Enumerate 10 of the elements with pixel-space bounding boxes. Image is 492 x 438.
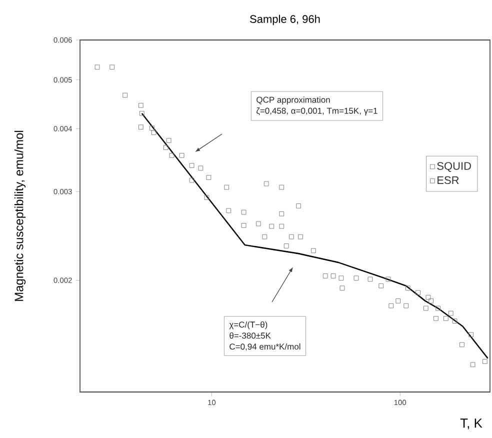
annotation: C=0,94 emu*K/mol <box>230 343 300 351</box>
chart-title: Sample 6, 96h <box>250 14 320 26</box>
annotation: θ=-380±5K <box>230 332 271 339</box>
annotation: ζ=0,458, α=0,001, Tm=15K, γ=1 <box>256 108 378 116</box>
annotation: QCP approximation <box>256 96 330 104</box>
legend-label: SQUID <box>437 162 471 172</box>
annotation: χ=C/(T−θ) <box>229 321 268 330</box>
y-axis-title: Magnetic susceptibility, emu/mol <box>14 130 26 301</box>
legend-label: ESR <box>438 176 459 184</box>
x-axis-title: T, K <box>460 418 482 430</box>
